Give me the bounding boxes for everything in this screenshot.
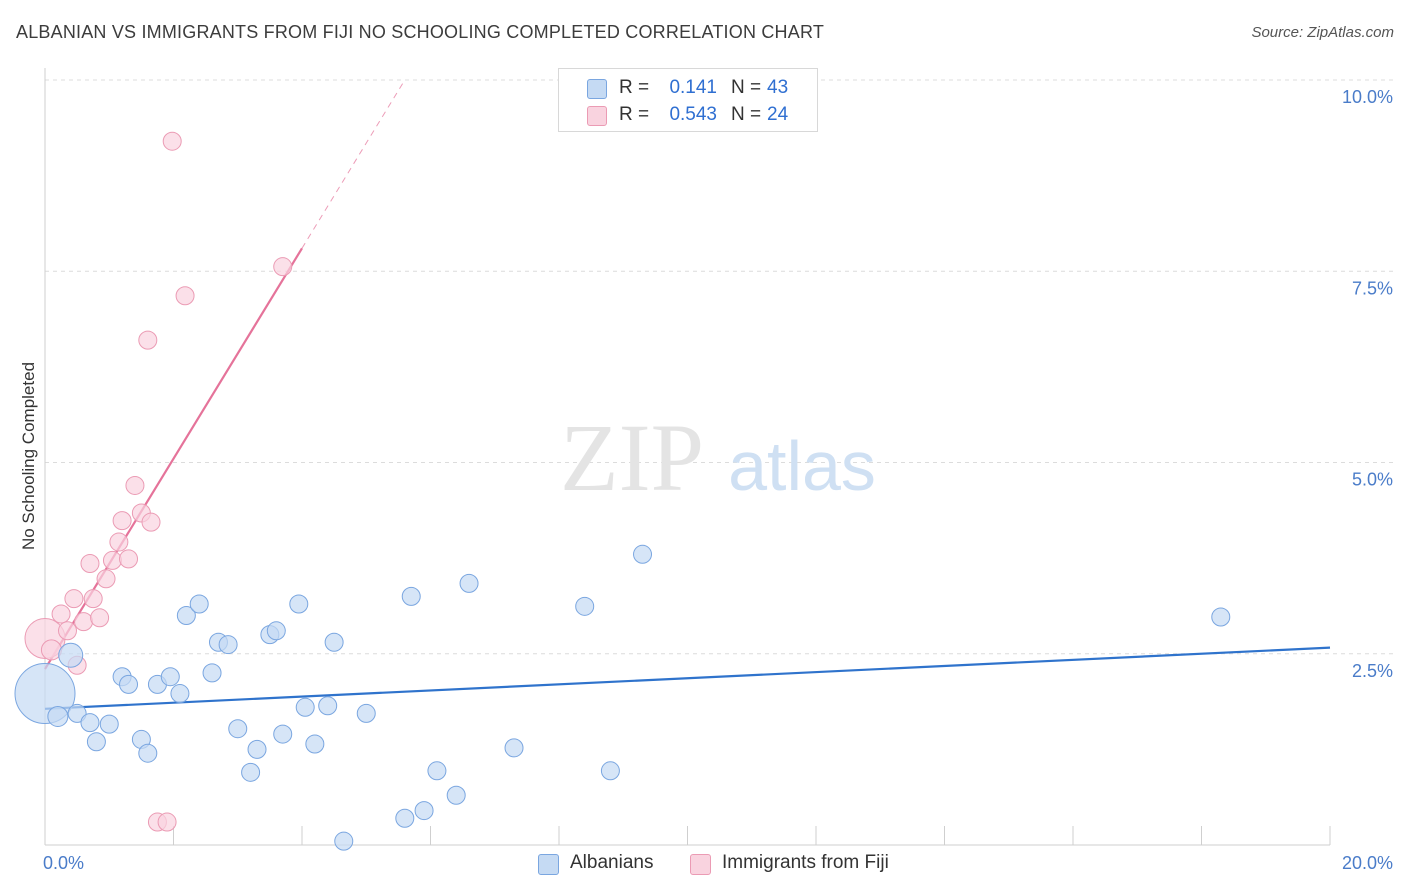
fiji-point (51, 604, 71, 624)
albanian-point (138, 743, 158, 763)
albanian-point (295, 697, 315, 717)
albanians-legend-swatch (538, 854, 559, 875)
albanian-point (459, 573, 479, 593)
labels-layer: 2.5% 5.0% 7.5% 10.0% 0.0% 20.0% No Schooling C… (19, 87, 1393, 873)
albanian-point (119, 674, 139, 694)
fiji-point (141, 512, 161, 532)
fiji-point (74, 612, 94, 632)
y-axis-label: No Schooling Completed (19, 362, 38, 550)
albanian-point (273, 724, 293, 744)
albanian-point (633, 544, 653, 564)
albanian-point (600, 761, 620, 781)
n-value: 24 (767, 104, 789, 125)
x-tick-label: 20.0% (1342, 853, 1393, 873)
albanian-point (241, 762, 261, 782)
n-value: 43 (767, 77, 789, 98)
n-label: N = (731, 104, 762, 125)
y-tick-label: 2.5% (1352, 661, 1393, 681)
albanian-point (356, 703, 376, 723)
fiji-trend-line (44, 247, 303, 670)
albanian-point (318, 696, 338, 716)
r-label: R = (619, 104, 650, 125)
n-label: N = (731, 77, 762, 98)
albanian-point (67, 703, 87, 723)
albanian-point (170, 684, 190, 704)
albanian-point (189, 594, 209, 614)
albanian-point (414, 801, 434, 821)
fiji-point (57, 621, 77, 641)
albanians-swatch (587, 79, 607, 99)
albanian-point (218, 635, 238, 655)
fiji-legend-swatch (690, 854, 711, 875)
fiji-legend-label: Immigrants from Fiji (722, 852, 889, 873)
fiji-point (112, 511, 132, 531)
fiji-point (102, 550, 122, 570)
fiji-point (125, 475, 145, 495)
albanian-point (160, 667, 180, 687)
albanian-point (305, 734, 325, 754)
stats-legend: R = 0.141 N = 43 R = 0.543 N = 24 (558, 68, 818, 132)
albanian-point (324, 632, 344, 652)
y-tick-label: 5.0% (1352, 470, 1393, 490)
albanians-trend-line (44, 646, 1331, 710)
albanian-point (334, 831, 354, 851)
albanian-point (228, 719, 248, 739)
fiji-trend-extension (301, 79, 406, 249)
albanian-point (266, 621, 286, 641)
albanian-point (80, 713, 100, 733)
r-value: 0.543 (669, 104, 717, 125)
y-tick-label: 10.0% (1342, 87, 1393, 107)
fiji-point (157, 812, 177, 832)
points-layer (14, 131, 1231, 851)
fiji-point (162, 131, 182, 151)
r-value: 0.141 (669, 77, 717, 98)
albanian-point (86, 732, 106, 752)
albanian-point (202, 663, 222, 683)
fiji-swatch (587, 106, 607, 126)
chart-title: ALBANIAN VS IMMIGRANTS FROM FIJI NO SCHO… (16, 22, 825, 42)
source-credit: Source: ZipAtlas.com (1251, 24, 1394, 41)
albanian-point (446, 785, 466, 805)
albanian-point (575, 596, 595, 616)
series-legend: Albanians Immigrants from Fiji (0, 852, 1406, 878)
albanian-point (401, 586, 421, 606)
r-label: R = (619, 77, 650, 98)
x-tick-label: 0.0% (43, 853, 84, 873)
albanian-point (47, 705, 69, 727)
fiji-point (175, 286, 195, 306)
albanian-point (289, 594, 309, 614)
albanian-point (99, 714, 119, 734)
trend-layer (44, 79, 1331, 710)
watermark-zip: ZIP (560, 404, 704, 511)
albanian-point (247, 739, 267, 759)
fiji-point (119, 549, 139, 569)
watermark-atlas: atlas (728, 427, 876, 505)
fiji-point (80, 553, 100, 573)
fiji-point (109, 532, 129, 552)
fiji-point (138, 330, 158, 350)
fiji-point (83, 589, 103, 609)
albanian-point (1211, 607, 1231, 627)
albanian-point (504, 738, 524, 758)
fiji-point (273, 257, 293, 277)
albanians-legend-label: Albanians (570, 852, 654, 873)
fiji-point (90, 608, 110, 628)
albanian-point (176, 606, 196, 625)
albanian-point (395, 808, 415, 828)
albanian-point (58, 642, 84, 668)
y-tick-label: 7.5% (1352, 278, 1393, 298)
watermark: ZIP atlas (560, 404, 876, 511)
fiji-point (64, 589, 84, 609)
fiji-point (96, 569, 116, 589)
grid-layer (45, 79, 1395, 655)
albanian-point (427, 761, 447, 781)
